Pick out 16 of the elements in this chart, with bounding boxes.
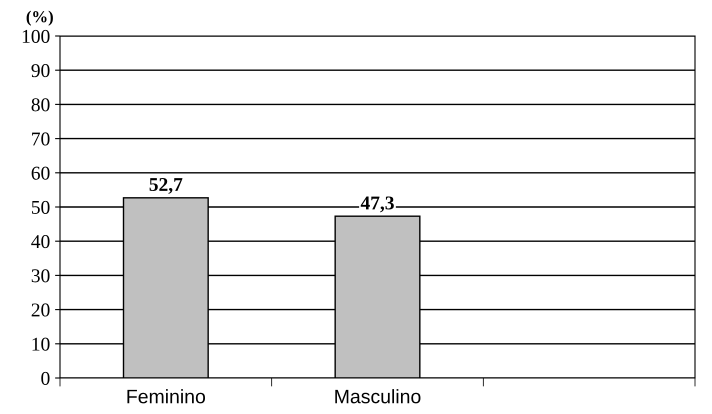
y-tick-label: 50 bbox=[32, 200, 50, 214]
y-tick-label: 90 bbox=[31, 64, 50, 78]
x-tick-label: Masculino bbox=[335, 389, 420, 404]
y-tick-label: 30 bbox=[32, 269, 50, 282]
y-tick-label: 10 bbox=[32, 338, 50, 351]
y-tick-label: 100 bbox=[22, 30, 50, 43]
data-label: 52,7 bbox=[150, 178, 182, 194]
data-label: 47,3 bbox=[360, 196, 394, 212]
y-tick-label: 60 bbox=[32, 166, 50, 180]
x-tick-label: Feminino bbox=[127, 389, 206, 404]
y-tick-label: 80 bbox=[32, 98, 50, 112]
y-axis-title: (%) bbox=[26, 10, 53, 26]
y-tick-label: 40 bbox=[31, 235, 50, 248]
y-tick-label: 70 bbox=[32, 132, 50, 146]
y-tick-label: 0 bbox=[41, 372, 50, 385]
y-tick-label: 20 bbox=[32, 303, 50, 317]
